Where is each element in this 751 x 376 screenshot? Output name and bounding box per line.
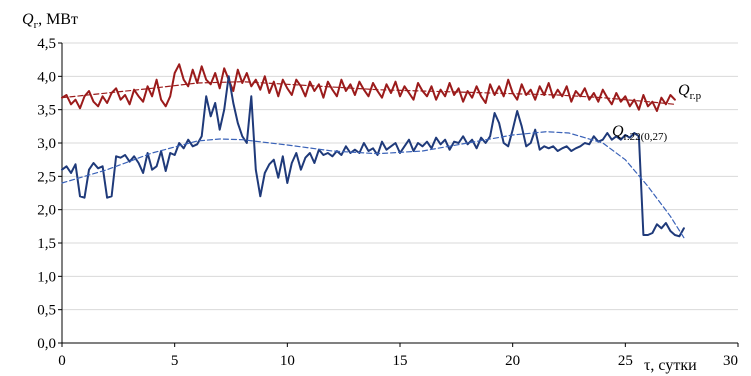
trend-line-qg22: [61, 131, 685, 239]
y-axis-label: Qг, МВт: [22, 11, 78, 31]
y-tick-label: 0,5: [37, 303, 56, 319]
x-axis-label: τ, сутки: [644, 357, 697, 374]
x-tick-label: 5: [171, 353, 179, 369]
series-line-qg22: [61, 75, 685, 238]
y-tick-label: 2,0: [37, 203, 56, 219]
series-line-qgr: [61, 63, 676, 112]
y-tick-label: 3,5: [37, 103, 56, 119]
x-tick-label: 15: [393, 353, 408, 369]
y-tick-label: 0,0: [37, 336, 56, 352]
trend-line-qgr: [61, 81, 676, 105]
y-tick-label: 2,5: [37, 169, 56, 185]
legend-label-qgr: Qг.р: [678, 82, 702, 102]
legend-label-qg22: Qг.22(0,27): [612, 123, 667, 143]
x-tick-label: 30: [723, 353, 738, 369]
tick-labels: 0,0 0,5 1,0 1,5 2,0 2,5 3,0 3,5 4,0 4,5 0 5 10 15 20 25…: [37, 36, 738, 369]
x-tick-label: 25: [618, 353, 633, 369]
x-tick-label: 0: [58, 353, 66, 369]
grid-lines: [62, 42, 738, 311]
y-tick-label: 1,0: [37, 269, 56, 285]
y-tick-label: 3,0: [37, 136, 56, 152]
x-tick-label: 10: [280, 353, 295, 369]
x-tick-label: 20: [505, 353, 520, 369]
y-tick-label: 4,0: [37, 69, 56, 85]
series-group: [61, 63, 685, 239]
y-tick-label: 1,5: [37, 236, 56, 252]
axes: [58, 42, 739, 347]
y-tick-label: 4,5: [37, 36, 56, 52]
